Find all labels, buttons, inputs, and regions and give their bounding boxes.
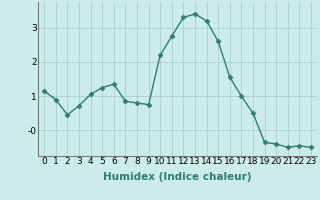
X-axis label: Humidex (Indice chaleur): Humidex (Indice chaleur) xyxy=(103,172,252,182)
